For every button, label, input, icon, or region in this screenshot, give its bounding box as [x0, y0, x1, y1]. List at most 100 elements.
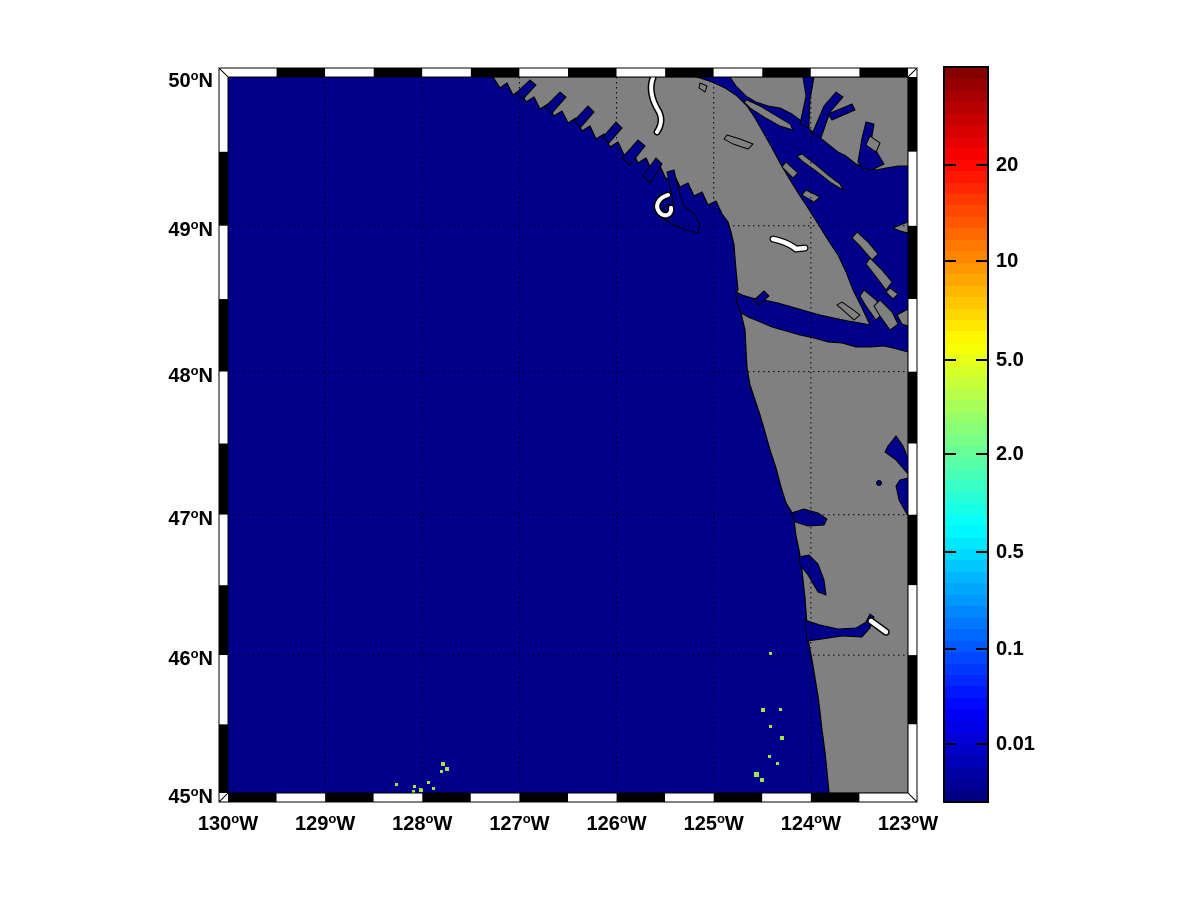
- colorbar-tick-mark: [976, 452, 987, 455]
- lon-tick-label-126W: 126oW: [586, 811, 647, 835]
- frame-segment: [859, 68, 908, 77]
- colorbar-tick-mark: [945, 550, 956, 553]
- colorbar-band: [945, 709, 987, 721]
- colorbar-band: [945, 526, 987, 538]
- lat-tick-label-50N: 50oN: [168, 68, 213, 92]
- data-point: [411, 789, 415, 793]
- cowichan-lake: [770, 236, 808, 252]
- frame-segment: [568, 68, 617, 77]
- grays-harbor: [790, 508, 828, 527]
- frame-outline: [218, 792, 229, 803]
- colorbar-tick-label-10: 10: [996, 249, 1019, 272]
- colorbar-band: [945, 617, 987, 630]
- colorbar-band: [945, 79, 987, 91]
- frame-segment: [325, 68, 374, 77]
- colorbar-tick-mark: [976, 359, 987, 362]
- colorbar-band: [945, 285, 987, 298]
- texada-island: [796, 153, 844, 191]
- lat-tick-label-47N: 47oN: [168, 505, 213, 530]
- colorbar-band: [945, 90, 987, 103]
- lat-tick-label-45N: 45oN: [168, 784, 213, 808]
- colorbar-band: [945, 193, 987, 206]
- frame-segment: [422, 793, 471, 802]
- frame-segment: [762, 68, 811, 77]
- colorbar-band: [945, 766, 987, 779]
- frame-segment: [470, 793, 520, 802]
- colorbar-band: [945, 331, 987, 343]
- frame-segment: [276, 793, 326, 802]
- island: [743, 99, 794, 131]
- colorbar-band: [945, 342, 987, 355]
- frame-outline: [907, 792, 918, 803]
- puget-dot: [876, 480, 882, 486]
- colorbar-band: [945, 491, 987, 504]
- nootka-sound: [602, 121, 623, 144]
- colorbar-band: [945, 297, 987, 309]
- colorbar-band: [945, 503, 987, 515]
- frame-segment: [227, 76, 909, 794]
- data-point: [780, 736, 784, 740]
- colorbar-band: [945, 594, 987, 607]
- jervis-inlet: [811, 91, 844, 139]
- colorbar-band: [945, 675, 987, 687]
- frame-segment: [908, 443, 917, 515]
- island: [801, 189, 821, 203]
- frame-segment: [219, 585, 228, 656]
- frame-segment: [219, 299, 228, 372]
- colorbar-band: [945, 755, 987, 767]
- data-point: [426, 780, 430, 784]
- frame-segment: [519, 68, 568, 77]
- lakes: [647, 77, 890, 636]
- colorbar-band: [945, 400, 987, 412]
- island: [865, 135, 881, 153]
- colorbar-band: [945, 606, 987, 618]
- data-point: [778, 707, 782, 711]
- colorbar-band: [945, 239, 987, 252]
- data-point: [394, 782, 398, 786]
- colorbar-tick-mark: [976, 647, 987, 650]
- frame-segment: [373, 793, 423, 802]
- columbia-river: [804, 613, 875, 642]
- vi-inlet-2: [544, 91, 567, 114]
- san-juan-island: [873, 299, 899, 331]
- vi-inlet-3: [573, 105, 595, 128]
- colorbar-band: [945, 434, 987, 446]
- colorbar-band: [945, 652, 987, 664]
- great-central-lake: [649, 77, 663, 134]
- colorbar-tick-mark: [945, 259, 956, 262]
- colorbar-band: [945, 274, 987, 286]
- frame-segment: [219, 225, 228, 300]
- lon-tick-label-130W: 130oW: [197, 811, 259, 835]
- frame-segment: [219, 371, 228, 444]
- colorbar-tick-mark: [945, 163, 956, 166]
- colorbar-band: [945, 102, 987, 114]
- bute-inlet: [799, 77, 815, 129]
- colorbar-band: [945, 583, 987, 595]
- frame-segment: [908, 514, 917, 586]
- colorbar-band: [945, 365, 987, 378]
- colorbar-band: [945, 228, 987, 240]
- gulf-island: [865, 257, 893, 291]
- colorbar-band: [945, 262, 987, 275]
- frame-segment: [568, 793, 617, 802]
- lon-tick-label-129W: 129oW: [295, 811, 356, 835]
- data-point: [419, 788, 423, 792]
- frame-segment: [810, 68, 860, 77]
- hood-canal: [884, 435, 908, 475]
- colorbar-tick-mark: [976, 163, 987, 166]
- island: [698, 82, 708, 93]
- lon-tick-label-128W: 128oW: [392, 811, 453, 835]
- colorbar-band: [945, 457, 987, 469]
- lat-tick-label-48N: 48oN: [168, 362, 213, 387]
- colorbar-band: [945, 663, 987, 676]
- colorbar-band: [945, 148, 987, 160]
- frame-segment: [810, 793, 860, 802]
- lon-tick-label-123W: 123oW: [877, 811, 939, 835]
- colorbar-band: [945, 251, 987, 263]
- frame-segment: [228, 793, 277, 802]
- colorbar-band: [945, 778, 987, 790]
- colorbar-band: [945, 388, 987, 401]
- data-point: [753, 771, 759, 777]
- colorbar-tick-label-5.0: 5.0: [996, 349, 1024, 372]
- colorbar-tick-mark: [976, 742, 987, 745]
